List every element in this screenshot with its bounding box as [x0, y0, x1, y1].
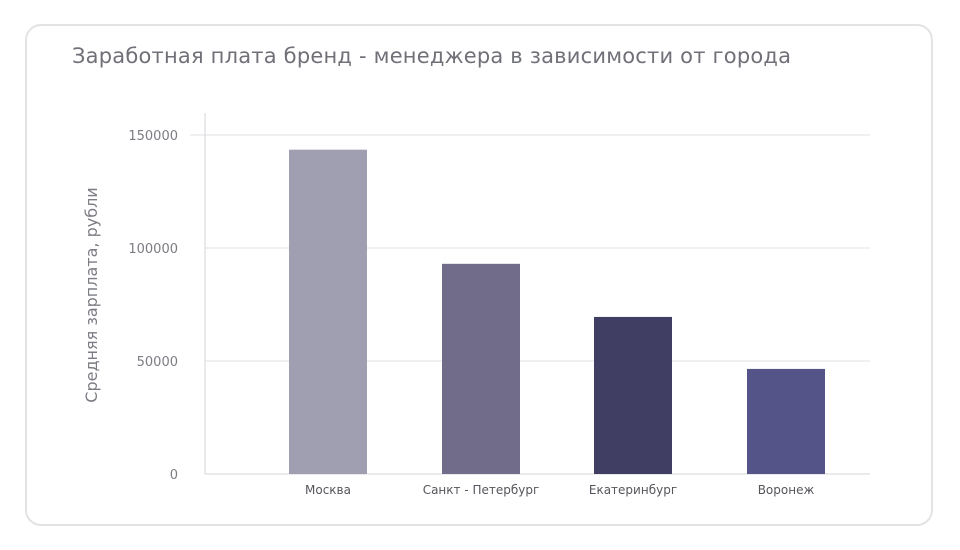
y-tick-label: 0	[170, 468, 178, 483]
x-tick-label: Воронеж	[758, 483, 815, 497]
y-tick-label: 50000	[137, 355, 178, 370]
x-tick-label: Екатеринбург	[589, 483, 677, 497]
y-tick-label: 150000	[128, 129, 178, 144]
bars	[289, 149, 825, 474]
y-axis-title: Средняя зарплата, рубли	[82, 187, 101, 402]
x-tick-labels: Москва Санкт - Петербург Екатеринбург Ворон…	[305, 483, 814, 497]
bar-4	[747, 368, 825, 474]
bar-3	[594, 316, 672, 474]
y-tick-label: 100000	[128, 242, 178, 257]
bar-1	[289, 149, 367, 474]
bar-2	[442, 263, 520, 474]
x-tick-label: Санкт - Петербург	[423, 483, 540, 497]
x-tick-label: Москва	[305, 483, 351, 497]
chart-title: Заработная плата бренд - менеджера в зав…	[72, 44, 792, 68]
y-tick-labels: 0 50000 100000 150000	[128, 129, 178, 483]
